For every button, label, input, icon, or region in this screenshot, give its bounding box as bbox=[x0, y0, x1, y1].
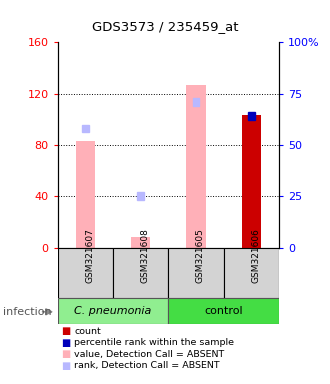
Text: count: count bbox=[74, 326, 101, 336]
Bar bbox=[58, 298, 168, 324]
Text: ■: ■ bbox=[61, 326, 70, 336]
Text: GSM321607: GSM321607 bbox=[85, 228, 94, 283]
Text: GSM321606: GSM321606 bbox=[251, 228, 260, 283]
Text: GSM321608: GSM321608 bbox=[141, 228, 150, 283]
Bar bbox=[186, 84, 206, 248]
Text: value, Detection Call = ABSENT: value, Detection Call = ABSENT bbox=[74, 349, 224, 359]
Text: ■: ■ bbox=[61, 349, 70, 359]
Bar bbox=[168, 248, 224, 298]
Text: infection: infection bbox=[3, 307, 52, 317]
Bar bbox=[131, 237, 150, 248]
Text: ■: ■ bbox=[61, 361, 70, 371]
Bar bbox=[113, 248, 168, 298]
Text: GSM321605: GSM321605 bbox=[196, 228, 205, 283]
Bar bbox=[82, 125, 89, 132]
Text: GDS3573 / 235459_at: GDS3573 / 235459_at bbox=[92, 20, 238, 33]
Text: ■: ■ bbox=[61, 338, 70, 348]
Text: control: control bbox=[204, 306, 243, 316]
Bar bbox=[242, 116, 261, 248]
Text: rank, Detection Call = ABSENT: rank, Detection Call = ABSENT bbox=[74, 361, 220, 370]
Bar bbox=[223, 248, 279, 298]
Bar bbox=[76, 141, 95, 248]
Bar bbox=[58, 248, 113, 298]
Bar bbox=[137, 192, 144, 200]
Bar bbox=[168, 298, 279, 324]
Text: C. pneumonia: C. pneumonia bbox=[74, 306, 152, 316]
Bar bbox=[248, 113, 254, 120]
Bar bbox=[193, 98, 199, 106]
Text: percentile rank within the sample: percentile rank within the sample bbox=[74, 338, 234, 347]
